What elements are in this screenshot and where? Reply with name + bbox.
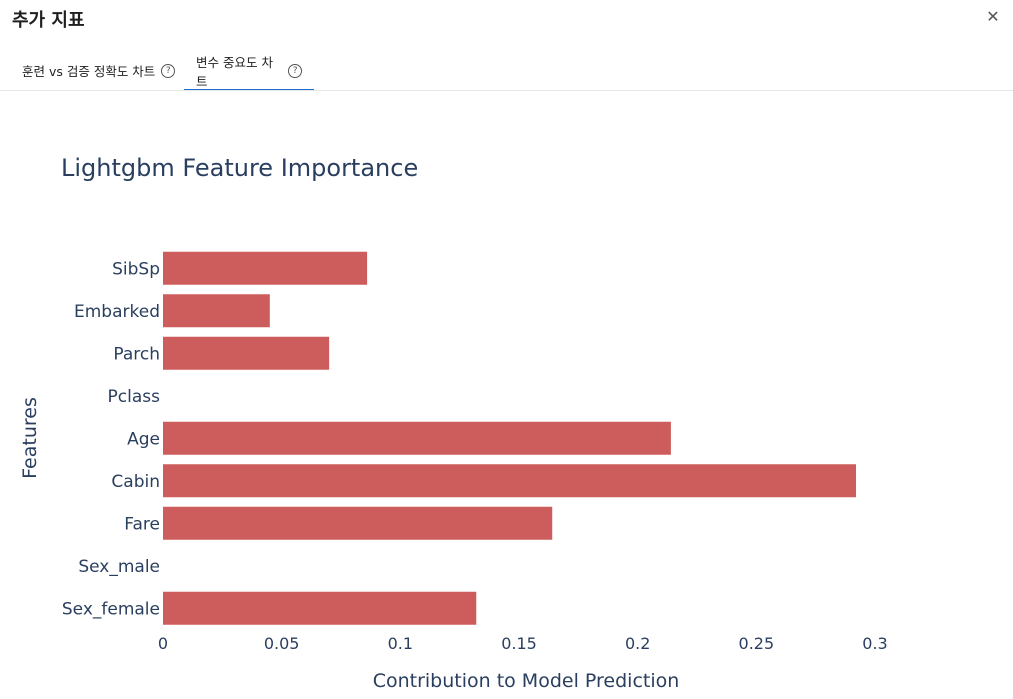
y-tick-label: Fare — [124, 514, 160, 534]
chart-svg: Lightgbm Feature Importance SibSp Embarke… — [19, 154, 888, 692]
tab-feature-importance[interactable]: 변수 중요도 차트 ? — [184, 52, 314, 90]
bar-embarked[interactable] — [163, 294, 270, 328]
y-tick-label: Parch — [113, 344, 160, 364]
x-tick-label: 0.05 — [264, 634, 300, 653]
x-tick-label: 0.15 — [501, 634, 537, 653]
y-tick-labels: SibSp Embarked Parch Pclass Age Cabin Fare Sex_… — [62, 259, 160, 619]
chart-title: Lightgbm Feature Importance — [61, 154, 418, 182]
bar-sex-female[interactable] — [163, 591, 477, 625]
y-tick-label: Pclass — [108, 387, 161, 407]
x-axis-title: Contribution to Model Prediction — [373, 670, 680, 692]
tab-bar: 훈련 vs 검증 정확도 차트 ? 변수 중요도 차트 ? — [0, 52, 1013, 91]
y-tick-label: Cabin — [111, 472, 160, 492]
x-tick-labels: 0 0.05 0.1 0.15 0.2 0.25 0.3 — [158, 634, 888, 653]
y-tick-label: Age — [127, 429, 160, 449]
y-tick-label: Sex_female — [62, 599, 160, 619]
x-tick-label: 0.25 — [739, 634, 775, 653]
tab-train-vs-validation-accuracy[interactable]: 훈련 vs 검증 정확도 차트 ? — [22, 52, 176, 89]
bars-group — [163, 251, 857, 625]
x-tick-label: 0.2 — [625, 634, 650, 653]
y-tick-label: Embarked — [74, 302, 160, 322]
feature-importance-chart: Lightgbm Feature Importance SibSp Embarke… — [0, 90, 1013, 699]
tab-label: 훈련 vs 검증 정확도 차트 — [22, 64, 156, 79]
help-circle-icon[interactable]: ? — [288, 63, 302, 78]
bar-cabin[interactable] — [163, 464, 857, 498]
help-circle-icon[interactable]: ? — [161, 63, 176, 78]
x-tick-label: 0 — [158, 634, 168, 653]
bar-sibsp[interactable] — [163, 251, 368, 285]
y-axis-title: Features — [19, 397, 41, 479]
x-tick-label: 0.1 — [388, 634, 413, 653]
x-tick-label: 0.3 — [862, 634, 887, 653]
dialog-title: 추가 지표 — [12, 10, 85, 31]
bar-fare[interactable] — [163, 506, 553, 540]
y-tick-label: Sex_male — [78, 557, 160, 577]
close-icon[interactable]: ✕ — [986, 6, 1000, 26]
tab-label: 변수 중요도 차트 — [196, 54, 273, 89]
bar-parch[interactable] — [163, 336, 330, 370]
y-tick-label: SibSp — [112, 259, 160, 279]
bar-age[interactable] — [163, 421, 671, 455]
